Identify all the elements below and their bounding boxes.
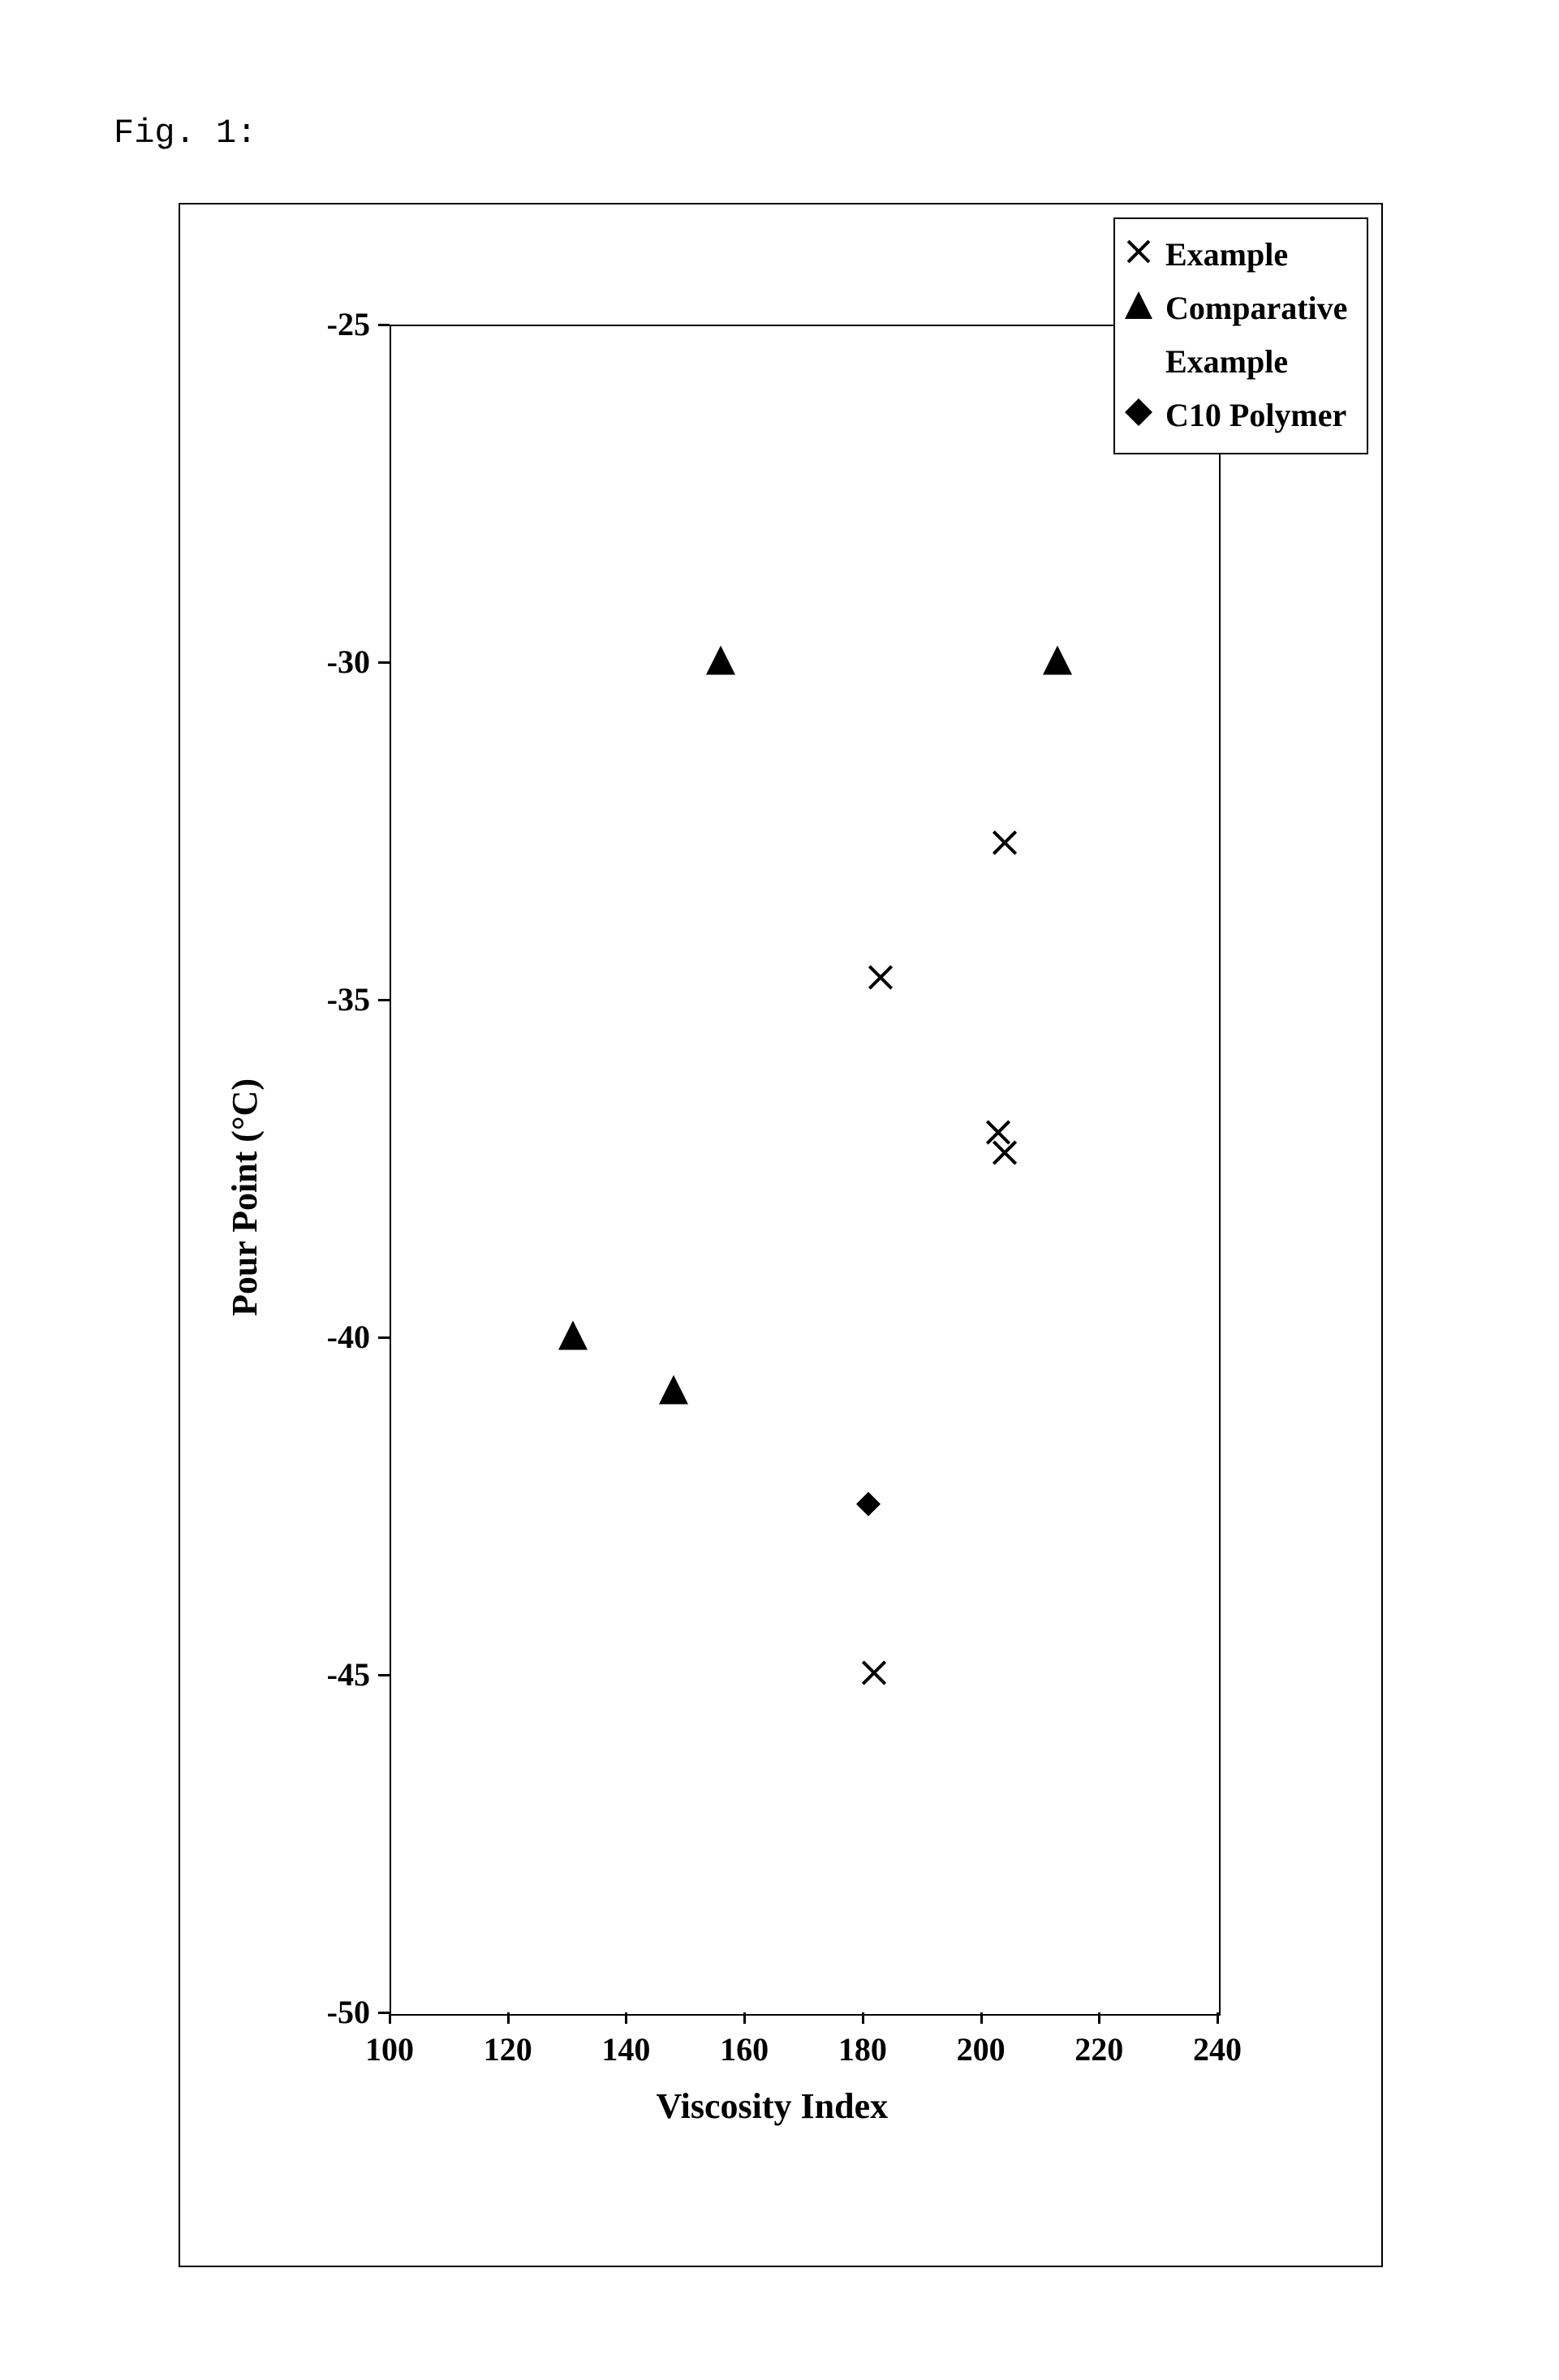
y-tick-label: -50 bbox=[281, 1993, 370, 2031]
legend-item: Comparative bbox=[1125, 281, 1347, 334]
legend-marker-icon bbox=[1125, 291, 1157, 324]
x-tick-mark bbox=[743, 2012, 746, 2024]
x-tick-label: 200 bbox=[941, 2030, 1022, 2068]
x-tick-mark bbox=[862, 2012, 864, 2024]
legend-label: Example bbox=[1165, 235, 1288, 273]
x-tick-mark bbox=[389, 2012, 391, 2024]
x-tick-mark bbox=[980, 2012, 983, 2024]
x-tick-label: 140 bbox=[585, 2030, 666, 2068]
legend-item: Example bbox=[1125, 227, 1288, 281]
x-tick-label: 220 bbox=[1058, 2030, 1139, 2068]
legend-marker-icon bbox=[1125, 398, 1157, 431]
x-tick-mark bbox=[507, 2012, 510, 2024]
legend-item: C10 Polymer bbox=[1125, 388, 1346, 441]
data-point bbox=[856, 1492, 881, 1521]
legend-marker-icon bbox=[1125, 238, 1157, 270]
data-point bbox=[558, 1321, 588, 1354]
x-tick-label: 120 bbox=[467, 2030, 549, 2068]
x-axis-title: Viscosity Index bbox=[657, 2085, 889, 2127]
y-tick-mark bbox=[378, 1336, 390, 1339]
y-tick-mark bbox=[378, 2012, 390, 2014]
data-point bbox=[984, 1118, 1013, 1151]
y-tick-label: -35 bbox=[281, 980, 370, 1018]
x-tick-mark bbox=[1098, 2012, 1100, 2024]
legend-label: C10 Polymer bbox=[1165, 396, 1346, 434]
y-tick-mark bbox=[378, 999, 390, 1001]
legend-label: Comparative bbox=[1165, 289, 1347, 327]
y-tick-mark bbox=[378, 324, 390, 326]
y-tick-label: -45 bbox=[281, 1655, 370, 1694]
y-tick-mark bbox=[378, 661, 390, 664]
y-tick-label: -25 bbox=[281, 305, 370, 343]
x-tick-label: 180 bbox=[822, 2030, 903, 2068]
legend-label: Example bbox=[1165, 342, 1288, 381]
page-root: Fig. 1: 100120140160180200220240-25-30-3… bbox=[0, 0, 1559, 2380]
x-tick-label: 160 bbox=[704, 2030, 785, 2068]
data-point bbox=[866, 963, 895, 996]
data-point bbox=[659, 1375, 688, 1408]
x-tick-label: 240 bbox=[1177, 2030, 1258, 2068]
y-tick-label: -30 bbox=[281, 643, 370, 681]
x-tick-mark bbox=[625, 2012, 627, 2024]
data-point bbox=[859, 1659, 889, 1692]
data-point bbox=[1043, 646, 1072, 679]
x-tick-label: 100 bbox=[349, 2030, 430, 2068]
data-point bbox=[990, 828, 1019, 861]
y-axis-title: Pour Point (°C) bbox=[224, 1078, 265, 1316]
legend-item-line2: Example bbox=[1165, 334, 1288, 388]
data-point bbox=[990, 1138, 1019, 1172]
x-tick-mark bbox=[1217, 2012, 1219, 2024]
y-tick-mark bbox=[378, 1674, 390, 1676]
y-tick-label: -40 bbox=[281, 1318, 370, 1356]
data-point bbox=[706, 646, 735, 679]
chart-dynamic-layer: 100 120 140 160 180 200 220 240 -25 -30 -35 -40 -45 -… bbox=[0, 0, 1559, 2380]
